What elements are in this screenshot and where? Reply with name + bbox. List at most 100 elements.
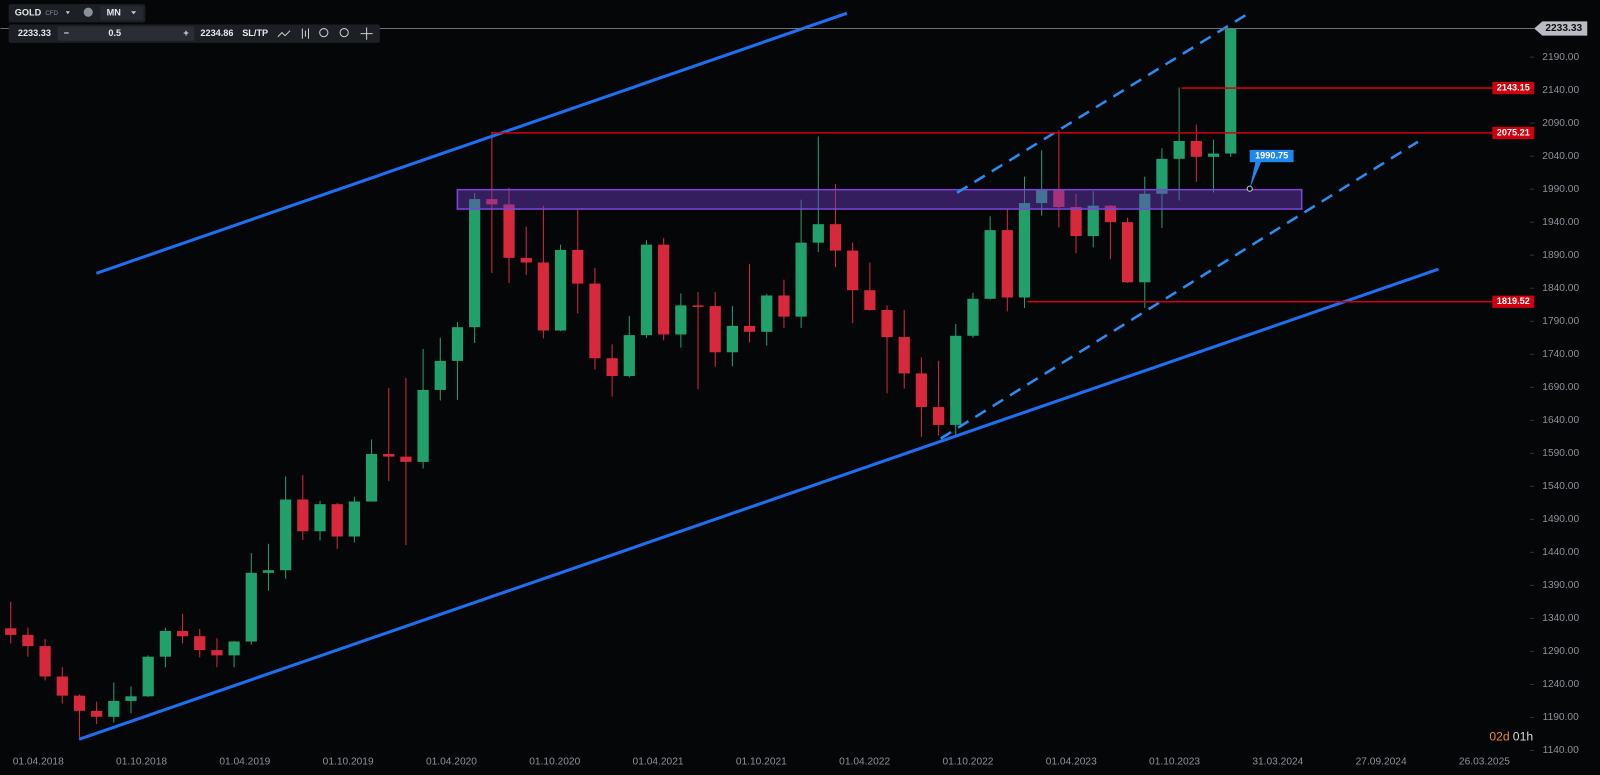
line-tool[interactable] — [277, 30, 291, 38]
candle-body — [245, 572, 257, 642]
x-tick-label: 01.04.2019 — [219, 756, 270, 767]
y-tick-label: 2090.00 — [1542, 118, 1579, 129]
candle-body — [847, 250, 859, 291]
candle-body — [400, 456, 412, 462]
y-tick-label: 2190.00 — [1542, 52, 1579, 63]
x-tick-label: 27.09.2024 — [1356, 756, 1407, 767]
zoom-in[interactable] — [339, 28, 349, 38]
candle-body — [211, 650, 223, 656]
candle-body — [864, 290, 876, 311]
x-tick-label: 01.10.2021 — [736, 756, 787, 767]
candle-body — [365, 453, 378, 502]
x-tick-label: 01.04.2018 — [13, 756, 64, 767]
y-tick-label: 1490.00 — [1542, 514, 1579, 525]
candle-body — [554, 249, 567, 331]
candle-body — [1121, 222, 1134, 283]
candle-body — [1070, 207, 1082, 237]
candle-body — [898, 337, 910, 374]
overlay: 2143.15 2075.21 1819.52 2233.33 1990.75 — [0, 21, 1588, 308]
x-tick-label: 01.10.2020 — [529, 756, 580, 767]
info-icon[interactable] — [83, 7, 93, 17]
y-tick-label: 1940.00 — [1542, 217, 1579, 228]
level-tag — [1492, 126, 1535, 140]
candle-body — [125, 696, 137, 701]
candle-body — [469, 199, 481, 328]
y-tick-label: 1690.00 — [1542, 382, 1579, 393]
candle-body — [778, 295, 790, 317]
candle-body — [280, 499, 292, 571]
candle-body — [434, 360, 446, 390]
bid[interactable]: 2233.33 — [18, 28, 51, 38]
y-tick-label: 1640.00 — [1542, 415, 1579, 426]
candle-body — [228, 641, 240, 656]
candle-body — [743, 325, 756, 332]
zoom-out[interactable] — [319, 28, 329, 38]
dropdown[interactable] — [65, 11, 70, 15]
level-label: 2075.21 — [1497, 127, 1530, 137]
y-tick-label: 1590.00 — [1542, 448, 1579, 459]
y-tick-label: 1190.00 — [1543, 712, 1579, 723]
channel-line — [940, 140, 1419, 440]
y-tick-label: 2040.00 — [1542, 151, 1579, 162]
level-label: 2143.15 — [1497, 82, 1530, 92]
candle-body — [1018, 203, 1031, 298]
minus[interactable]: − — [64, 28, 69, 38]
level-tag — [1492, 81, 1535, 95]
candle-body — [1087, 205, 1099, 237]
dropdown[interactable] — [131, 11, 137, 15]
candle-body — [486, 199, 498, 205]
price-label: 2233.33 — [1545, 23, 1582, 34]
countdown-days: 02d — [1489, 730, 1510, 744]
crosshair[interactable] — [360, 27, 373, 40]
candle-body — [91, 710, 103, 717]
candle-body — [623, 335, 635, 377]
candle-body — [348, 501, 360, 537]
candle-body — [950, 335, 962, 425]
x-tick-label: 01.04.2022 — [839, 756, 890, 767]
candle-body — [176, 630, 189, 637]
lot[interactable]: 0.5 — [108, 28, 121, 38]
x-tick-label: 26.03.2025 — [1459, 756, 1510, 767]
candle-body — [658, 244, 670, 335]
candle-body — [692, 305, 704, 307]
y-tick-label: 1140.00 — [1543, 745, 1579, 756]
candle-body — [503, 204, 515, 258]
ask[interactable]: 2234.86 — [200, 28, 233, 38]
y-tick-label: 1240.00 — [1542, 679, 1579, 690]
candle-body — [1053, 189, 1065, 208]
marker-label: 1990.75 — [1255, 150, 1288, 160]
trendline — [95, 11, 848, 275]
plus[interactable]: + — [183, 28, 188, 38]
countdown-hours: 01h — [1513, 730, 1533, 744]
candle-body — [417, 389, 429, 462]
x-tick-label: 01.10.2019 — [323, 756, 374, 767]
candle-body — [1104, 205, 1117, 223]
channel-line — [956, 12, 1250, 194]
zone — [456, 188, 1303, 210]
candle-body — [451, 327, 464, 361]
candle-body — [675, 305, 687, 335]
candle-body — [1156, 158, 1168, 194]
y-tick-label: 1340.00 — [1542, 613, 1579, 624]
x-tick-label: 01.04.2023 — [1046, 756, 1097, 767]
candle-body — [915, 373, 928, 408]
timeframe-box[interactable] — [100, 6, 144, 21]
timeframe[interactable]: MN — [107, 8, 121, 18]
candle-body — [967, 298, 979, 336]
candle-body — [726, 325, 738, 353]
x-tick-label: 01.10.2023 — [1149, 756, 1200, 767]
sltp[interactable]: SL/TP — [242, 28, 268, 38]
lot-box[interactable] — [57, 26, 195, 41]
candle-body — [108, 700, 120, 717]
candle-body — [1173, 140, 1185, 159]
candle-tool[interactable] — [301, 28, 309, 39]
x-tick-label: 01.10.2018 — [116, 756, 167, 767]
y-tick-label: 1440.00 — [1542, 547, 1579, 558]
marker-point — [1246, 185, 1253, 192]
level-tag — [1492, 295, 1535, 308]
candle-body — [640, 244, 653, 336]
candle-body — [537, 262, 549, 331]
x-tick-label: 01.04.2021 — [633, 756, 684, 767]
